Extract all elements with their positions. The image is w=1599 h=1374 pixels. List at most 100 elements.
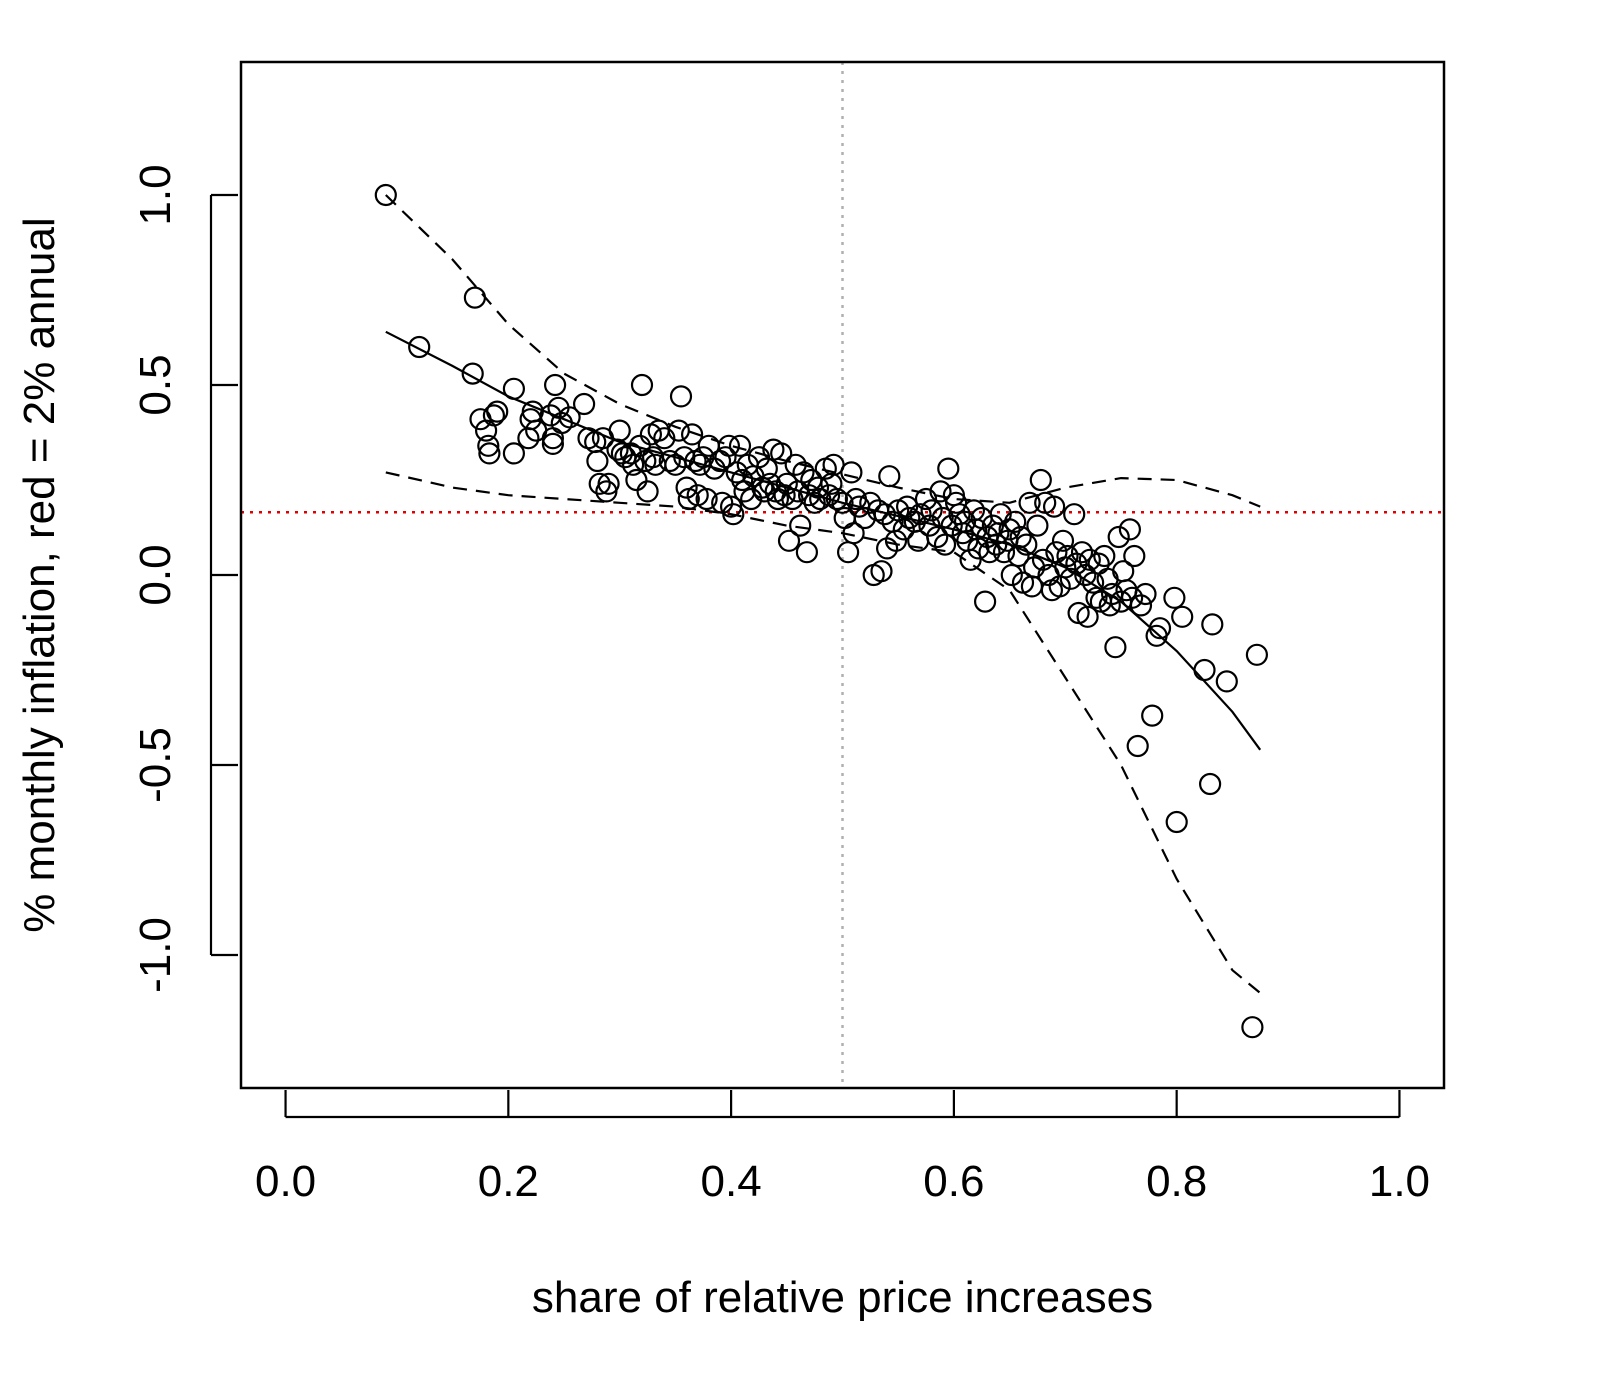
- data-point: [717, 434, 741, 457]
- data-point: [1148, 617, 1172, 640]
- data-point: [892, 518, 915, 541]
- data-point: [680, 423, 704, 446]
- data-point: [985, 533, 1008, 556]
- data-point: [940, 514, 963, 537]
- data-point: [884, 529, 908, 552]
- data-point: [978, 541, 1001, 564]
- data-point: [597, 472, 620, 495]
- data-point: [840, 461, 863, 484]
- data-point: [1009, 525, 1032, 549]
- data-point: [1085, 586, 1108, 609]
- data-point: [1107, 525, 1130, 549]
- data-point: [777, 529, 801, 552]
- data-point: [878, 465, 901, 488]
- y-tick-label: 1.0: [131, 164, 180, 225]
- data-point: [842, 522, 865, 545]
- data-point: [1031, 548, 1055, 571]
- data-point: [914, 487, 938, 511]
- data-point: [541, 432, 565, 455]
- x-tick-label: 0.4: [701, 1157, 762, 1206]
- data-point: [998, 518, 1021, 541]
- data-point: [630, 373, 654, 397]
- data-point: [482, 404, 505, 427]
- data-point: [1059, 567, 1082, 590]
- data-point: [1093, 544, 1116, 568]
- data-point: [740, 487, 763, 511]
- data-point: [1198, 772, 1222, 796]
- data-point: [1215, 670, 1238, 693]
- data-point: [543, 373, 567, 397]
- data-point: [1118, 518, 1142, 541]
- data-point: [502, 377, 526, 400]
- data-point: [628, 434, 651, 457]
- data-point: [608, 419, 631, 442]
- data-point: [1245, 643, 1269, 666]
- data-point: [1104, 636, 1127, 659]
- data-point: [1063, 503, 1086, 526]
- y-tick-label: 0.5: [131, 354, 180, 415]
- x-tick-label: 0.8: [1146, 1157, 1207, 1206]
- data-point: [918, 514, 941, 537]
- data-point: [658, 449, 681, 473]
- data-point: [502, 442, 526, 465]
- data-point: [747, 446, 771, 469]
- data-point: [1004, 510, 1027, 533]
- data-point: [859, 491, 882, 514]
- data-point: [558, 406, 581, 429]
- data-point: [770, 442, 793, 465]
- data-point: [625, 468, 648, 492]
- data-point: [973, 590, 997, 613]
- data-point: [1241, 1016, 1264, 1039]
- data-point: [692, 446, 715, 469]
- data-point: [477, 434, 500, 457]
- data-point: [675, 476, 698, 499]
- data-point: [1070, 541, 1094, 564]
- data-point: [870, 560, 893, 583]
- data-point: [728, 434, 752, 457]
- data-point: [1054, 556, 1077, 579]
- data-point: [695, 487, 718, 511]
- plot-frame: [239, 60, 1446, 1090]
- data-point: [1026, 514, 1049, 537]
- data-point: [937, 457, 960, 480]
- data-point: [775, 472, 798, 495]
- data-point: [1076, 605, 1099, 628]
- data-point: [486, 400, 509, 423]
- data-point: [833, 506, 856, 530]
- data-point: [992, 541, 1016, 564]
- x-tick-label: 0.2: [478, 1157, 539, 1206]
- data-point: [408, 335, 431, 359]
- data-point: [831, 491, 854, 514]
- data-point: [714, 446, 737, 469]
- data-point: [1129, 594, 1153, 617]
- data-point: [572, 392, 596, 416]
- data-point: [653, 427, 676, 450]
- data-point: [1074, 563, 1097, 587]
- data-point: [1048, 575, 1071, 598]
- data-point: [1171, 605, 1194, 628]
- data-point: [803, 491, 826, 514]
- data-point: [636, 480, 659, 503]
- data-point: [722, 503, 745, 526]
- data-point: [588, 472, 611, 495]
- data-point: [1123, 544, 1146, 568]
- lower-confidence-band: [385, 471, 1261, 994]
- data-point: [374, 183, 397, 207]
- data-point: [1201, 613, 1224, 636]
- data-point: [1051, 529, 1075, 552]
- upper-confidence-band: [385, 194, 1261, 508]
- x-tick-label: 0.0: [255, 1157, 316, 1206]
- data-point: [755, 457, 778, 480]
- data-point: [703, 457, 726, 480]
- data-points-layer: [374, 183, 1269, 1039]
- data-point: [1000, 563, 1023, 587]
- y-axis-title: % monthly inflation, red = 2% annual: [15, 217, 64, 932]
- data-point: [873, 503, 896, 526]
- y-axis: -1.0 -0.5 0.0 0.5 1.0: [131, 164, 238, 993]
- data-point: [795, 541, 819, 564]
- data-point: [550, 411, 573, 435]
- data-point: [1029, 468, 1052, 492]
- data-point: [1141, 704, 1164, 727]
